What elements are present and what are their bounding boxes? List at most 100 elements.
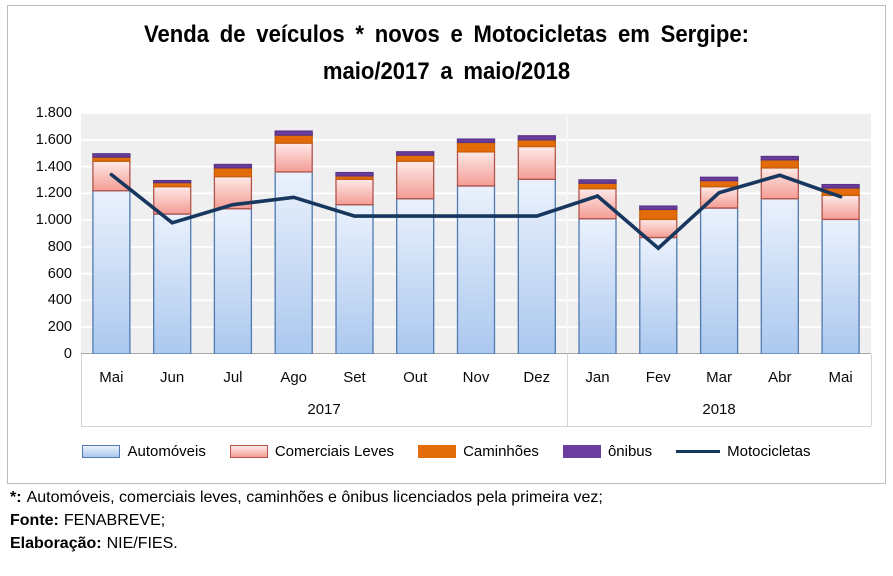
x-axis-month-label: Jun: [160, 369, 185, 386]
y-axis-tick: 1.000: [35, 212, 72, 229]
x-axis-month-label: Jul: [223, 369, 243, 386]
x-axis-month-label: Set: [343, 369, 366, 386]
x-axis-month-label: Mar: [706, 369, 732, 386]
legend-label: Caminhões: [463, 443, 539, 460]
bar-segment-automoveis-5: [396, 198, 435, 354]
bar-segment-automoveis-12: [821, 218, 860, 354]
x-axis-month-label: Ago: [280, 369, 308, 386]
bar-segment-caminhoes-10: [699, 179, 739, 188]
plot-area: [81, 113, 871, 354]
legend-swatch-solid-purple: [562, 445, 601, 458]
axis-separator-vertical: [567, 354, 568, 426]
bar-segment-caminhoes-7: [517, 139, 556, 148]
bar-segment-comerciais-leves-4: [335, 178, 374, 206]
chart-title: Venda de veículos * novos e Motocicletas…: [43, 16, 850, 90]
bar-segment-caminhoes-11: [760, 159, 799, 169]
x-axis-year-label: 2017: [307, 401, 341, 418]
y-axis-tick: 1.200: [35, 185, 72, 202]
y-axis-tick: 800: [47, 238, 72, 255]
bar-segment-onibus-9: [639, 205, 678, 211]
chart-frame: Venda de veículos * novos e Motocicletas…: [7, 5, 886, 484]
bar-segment-caminhoes-9: [639, 208, 678, 221]
legend-label: Automóveis: [127, 443, 206, 460]
chart-title-line1: Venda de veículos * novos e Motocicletas…: [144, 21, 749, 48]
legend-label: Motocicletas: [727, 443, 811, 460]
footnote-asterisk-label: *:: [10, 489, 22, 506]
bar-segment-comerciais-leves-3: [274, 142, 313, 173]
motocicletas-line: [109, 172, 843, 251]
footnote-fonte: Fonte: FENABREVE;: [10, 509, 603, 532]
legend: Automóveis Comerciais Leves Caminhões ônibu…: [8, 443, 885, 460]
x-axis-month-label: Nov: [462, 369, 490, 386]
bar-segment-onibus-3: [274, 130, 313, 136]
legend-item-caminhoes: Caminhões: [418, 443, 539, 460]
bar-segment-automoveis-0: [92, 190, 131, 354]
bar-segment-automoveis-4: [335, 204, 374, 354]
legend-label: Comerciais Leves: [274, 443, 395, 460]
legend-swatch-gradient-blue-bar: [82, 445, 121, 458]
footnote-asterisk: *: Automóveis, comerciais leves, caminhõe…: [10, 486, 603, 509]
bar-segment-automoveis-10: [699, 207, 739, 354]
legend-swatch-gradient-pink-bar: [229, 445, 268, 458]
bar-segment-caminhoes-8: [578, 182, 617, 190]
legend-label: ônibus: [607, 443, 653, 460]
x-axis-month-label: Mai: [828, 369, 853, 386]
bar-segment-automoveis-6: [456, 185, 496, 354]
footnote-elaboracao-text: NIE/FIES.: [106, 535, 178, 552]
bar-segment-caminhoes-6: [456, 141, 496, 153]
bar-segment-automoveis-1: [153, 213, 192, 354]
y-axis-tick: 400: [47, 292, 72, 309]
footnote-elaboracao-label: Elaboração:: [10, 535, 102, 552]
legend-item-automoveis: Automóveis: [82, 443, 206, 460]
x-axis-month-label: Jan: [585, 369, 610, 386]
footnote-elaboracao: Elaboração: NIE/FIES.: [10, 532, 603, 555]
legend-swatch-solid-orange: [418, 445, 457, 458]
bar-segment-onibus-5: [396, 151, 435, 156]
bar-segment-onibus-0: [92, 153, 131, 158]
bar-segment-onibus-4: [335, 171, 374, 177]
bar-segment-comerciais-leves-1: [153, 185, 192, 215]
y-axis-tick: 200: [47, 319, 72, 336]
bar-segment-automoveis-8: [578, 218, 617, 354]
bar-segment-automoveis-7: [517, 178, 556, 354]
chart-plot-svg: [81, 113, 871, 354]
y-axis-tick: 1.400: [35, 158, 72, 175]
x-axis-month-label: Abr: [768, 369, 792, 386]
axis-separator-vertical: [871, 354, 872, 426]
x-axis-month-label: Dez: [523, 369, 551, 386]
y-axis-tick: 1.600: [35, 131, 72, 148]
legend-item-motocicletas: Motocicletas: [676, 443, 811, 460]
x-axis-month-label: Mai: [99, 369, 124, 386]
bar-segment-onibus-10: [699, 176, 739, 182]
bar-segment-comerciais-leves-11: [760, 167, 799, 200]
x-axis-month-label: Fev: [645, 369, 671, 386]
bar-segment-automoveis-2: [213, 208, 253, 354]
footnote-asterisk-text: Automóveis, comerciais leves, caminhões …: [26, 489, 603, 506]
bar-segment-comerciais-leves-12: [821, 194, 860, 221]
y-axis-tick: 600: [47, 265, 72, 282]
bar-segment-comerciais-leves-5: [396, 160, 435, 200]
bar-segment-onibus-6: [456, 138, 496, 144]
footnote-fonte-label: Fonte:: [10, 512, 59, 529]
x-axis-year-label: 2018: [702, 401, 736, 418]
bar-segment-caminhoes-0: [92, 156, 131, 162]
bar-segment-onibus-12: [821, 183, 860, 189]
bar-segment-caminhoes-2: [213, 167, 253, 178]
bar-segment-caminhoes-5: [396, 154, 435, 162]
x-axis-month-label: Out: [403, 369, 428, 386]
axis-separator-vertical: [81, 354, 82, 426]
bar-segment-caminhoes-3: [274, 134, 313, 144]
legend-swatch-navy-line: [676, 450, 721, 453]
footnote-fonte-text: FENABREVE;: [63, 512, 166, 529]
bar-segment-onibus-8: [578, 179, 617, 184]
bar-segment-onibus-1: [153, 179, 192, 184]
chart-title-line2: maio/2017 a maio/2018: [322, 58, 571, 85]
bar-segment-automoveis-9: [639, 236, 678, 354]
y-axis-tick: 1.800: [35, 105, 72, 121]
bar-segment-comerciais-leves-8: [578, 187, 617, 220]
legend-item-comerciais-leves: Comerciais Leves: [229, 443, 395, 460]
bar-segment-comerciais-leves-6: [456, 151, 496, 187]
bar-segment-automoveis-11: [760, 198, 799, 354]
bar-segment-onibus-2: [213, 163, 253, 169]
